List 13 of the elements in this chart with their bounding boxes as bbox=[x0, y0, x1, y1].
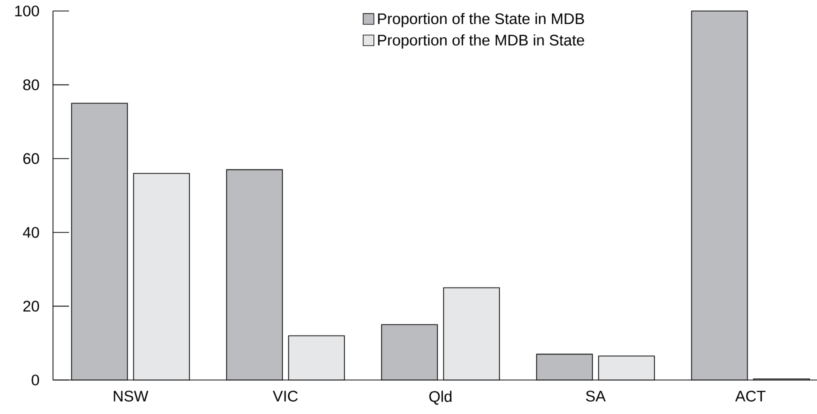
x-tick-label: Qld bbox=[429, 390, 452, 405]
x-tick-label: SA bbox=[586, 390, 606, 402]
x-tick-label: NSW bbox=[114, 390, 148, 402]
y-tick-label: 80 bbox=[23, 79, 40, 90]
x-tick-label: ACT bbox=[735, 390, 766, 402]
y-tick-label: 0 bbox=[32, 374, 40, 386]
y-tick-label: 20 bbox=[23, 300, 40, 312]
y-tick-label: 60 bbox=[23, 153, 40, 164]
x-tick-label: VIC bbox=[272, 390, 298, 402]
y-tick-label: 100 bbox=[15, 6, 40, 16]
legend-label: Proportion of the State in MDB bbox=[378, 12, 584, 28]
legend-label: Proportion of the MDB in State bbox=[378, 34, 584, 49]
y-tick-label: 40 bbox=[22, 226, 40, 238]
